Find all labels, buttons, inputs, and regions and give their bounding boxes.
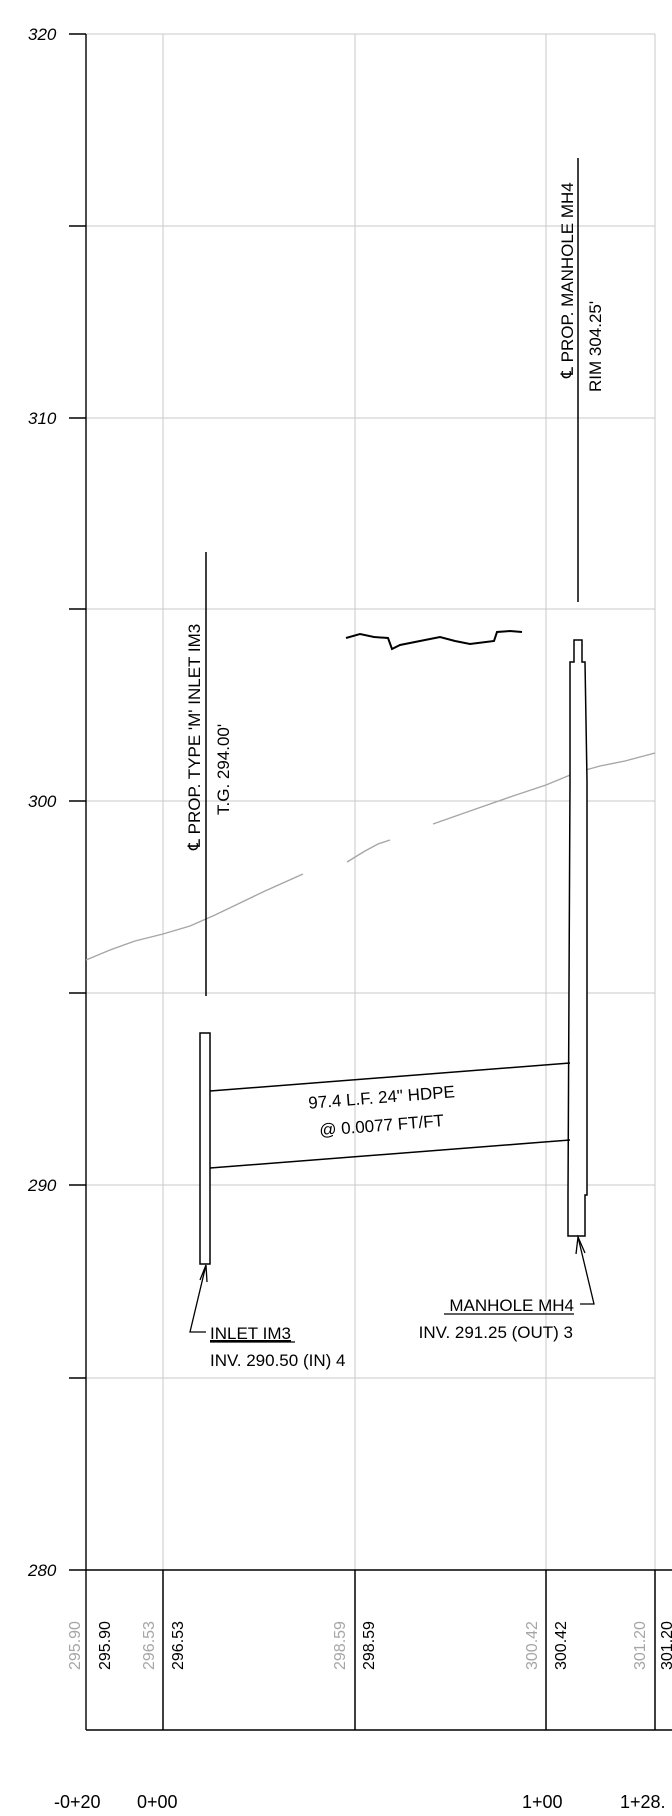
road-crown-symbol (345, 629, 523, 651)
manhole-label: MANHOLE MH4 (449, 1296, 574, 1315)
y-label-290: 290 (27, 1176, 57, 1195)
existing-elev-m020: 295.90 (67, 1621, 84, 1670)
elevation-table (86, 1569, 672, 1731)
manhole-leader (575, 1234, 595, 1305)
proposed-elev-m020: 295.90 (97, 1621, 114, 1670)
existing-elev-0128: 301.20 (632, 1621, 649, 1670)
existing-elev-0100: 300.42 (524, 1621, 541, 1670)
pipe-slope-label: @ 0.0077 FT/FT (319, 1111, 445, 1140)
inlet-label: INLET IM3 (210, 1324, 291, 1343)
horizontal-grid (86, 33, 655, 1379)
y-label-300: 300 (28, 792, 57, 811)
y-axis (69, 33, 87, 1730)
existing-ground-line (85, 873, 304, 961)
existing-ground-line (432, 752, 656, 825)
existing-ground-line (346, 839, 391, 863)
manhole-invert-label: INV. 291.25 (OUT) 3 (419, 1323, 573, 1342)
y-label-310: 310 (28, 409, 57, 428)
pipe-invert (209, 1139, 571, 1169)
inlet-leader (189, 1264, 208, 1333)
proposed-elev-0128: 301.20 (659, 1621, 672, 1670)
inlet-structure (199, 1032, 211, 1265)
proposed-elev-0000: 296.53 (170, 1621, 187, 1670)
manhole-structure (567, 639, 588, 1237)
station-label-m020: -0+20 (54, 1792, 101, 1812)
proposed-elev-0100: 300.42 (553, 1621, 570, 1670)
station-label-0100: 1+00 (522, 1792, 563, 1812)
station-label-0128: 1+28. (620, 1792, 666, 1812)
inlet-callout-title: ℄ PROP. TYPE 'M' INLET IM3 (185, 624, 204, 851)
y-label-280: 280 (27, 1561, 57, 1580)
proposed-elev-0050: 298.59 (361, 1621, 378, 1670)
y-label-320: 320 (28, 25, 57, 44)
pipe-length-label: 97.4 L.F. 24" HDPE (308, 1082, 456, 1112)
manhole-callout-subtitle: RIM 304.25' (586, 301, 605, 392)
existing-elev-0050: 298.59 (332, 1621, 349, 1670)
station-label-0000: 0+00 (137, 1792, 178, 1812)
inlet-callout-subtitle: T.G. 294.00' (214, 724, 233, 815)
inlet-invert-label: INV. 290.50 (IN) 4 (210, 1351, 345, 1370)
existing-elev-0000: 296.53 (141, 1621, 158, 1670)
manhole-callout-title: ℄ PROP. MANHOLE MH4 (558, 182, 577, 379)
pipe-hdpe (209, 1062, 571, 1169)
pipe-crown (209, 1062, 571, 1092)
